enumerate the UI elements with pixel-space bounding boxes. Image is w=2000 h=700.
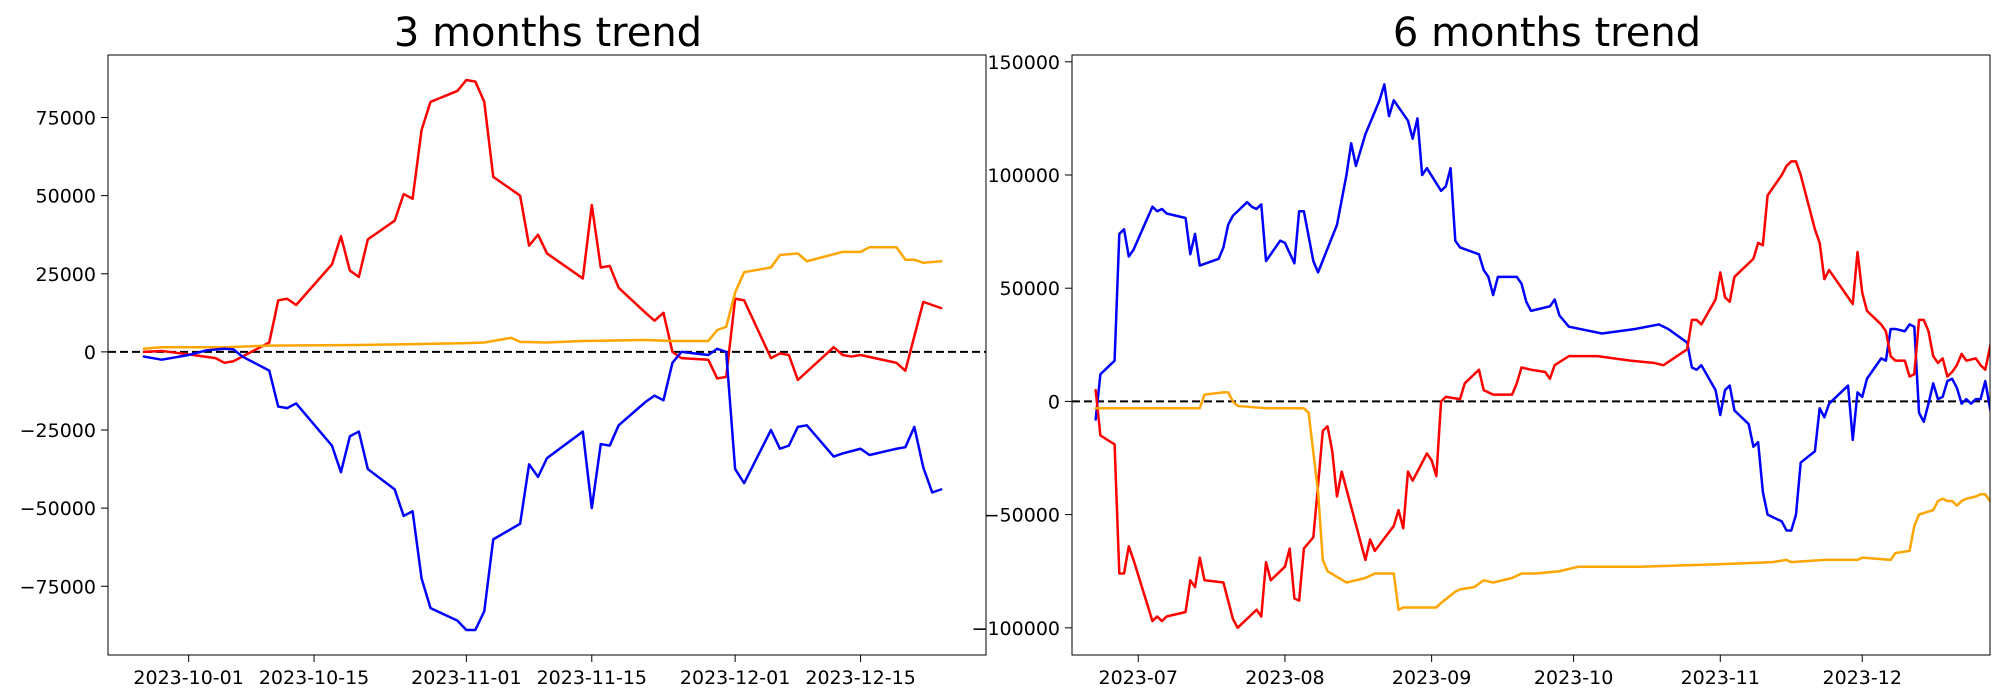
series-line	[142, 347, 943, 632]
x-tick-label: 2023-12-15	[805, 667, 915, 689]
chart-6-months: 6 months trend −100000 −50000 0 50000 100000…	[972, 10, 1991, 689]
x-tick-label: 2023-11	[1681, 667, 1760, 689]
plot-frame	[1071, 54, 1991, 656]
plot-frame	[107, 54, 987, 656]
x-tick-label: 2023-12-01	[680, 667, 790, 689]
y-tick-label: 100000	[987, 165, 1060, 187]
y-tick-label: −75000	[20, 576, 96, 598]
y-tick-label: −50000	[984, 505, 1060, 527]
y-tick-label: −25000	[20, 420, 96, 442]
y-tick-label: 50000	[36, 186, 96, 208]
x-tick-label: 2023-10-15	[259, 667, 369, 689]
y-axis: −100000 −50000 0 50000 100000 150000	[972, 52, 1072, 640]
y-tick-label: 25000	[36, 264, 96, 286]
x-tick-label: 2023-11-15	[537, 667, 647, 689]
series-line	[1094, 391, 1990, 611]
x-tick-label: 2023-09	[1392, 667, 1471, 689]
y-tick-label: −100000	[972, 618, 1060, 640]
y-tick-label: 0	[84, 342, 96, 364]
series-line	[142, 78, 943, 382]
x-tick-label: 2023-10	[1534, 667, 1613, 689]
x-tick-label: 2023-10-01	[133, 667, 243, 689]
y-tick-label: −50000	[20, 498, 96, 520]
x-tick-label: 2023-12	[1823, 667, 1902, 689]
y-tick-label: 75000	[36, 108, 96, 130]
chart-title: 3 months trend	[394, 10, 702, 56]
chart-3-months: 3 months trend −75000 −50000 −25000 0 25000 5…	[20, 10, 987, 689]
x-tick-label: 2023-11-01	[411, 667, 521, 689]
series-line	[1094, 83, 1990, 532]
x-axis: 2023-10-01 2023-10-15 2023-11-01 2023-11-15…	[133, 655, 916, 689]
y-axis: −75000 −50000 −25000 0 25000 50000 75000	[20, 108, 108, 598]
x-axis: 2023-07 2023-08 2023-09 2023-10 2023-11 2023-…	[1099, 655, 1902, 689]
series-line	[1094, 160, 1990, 630]
y-tick-label: 150000	[987, 52, 1060, 74]
x-tick-label: 2023-07	[1099, 667, 1178, 689]
y-tick-label: 0	[1048, 391, 1060, 413]
x-tick-label: 2023-08	[1245, 667, 1324, 689]
series-line	[142, 245, 943, 350]
y-tick-label: 50000	[1000, 278, 1060, 300]
chart-title: 6 months trend	[1393, 10, 1701, 56]
